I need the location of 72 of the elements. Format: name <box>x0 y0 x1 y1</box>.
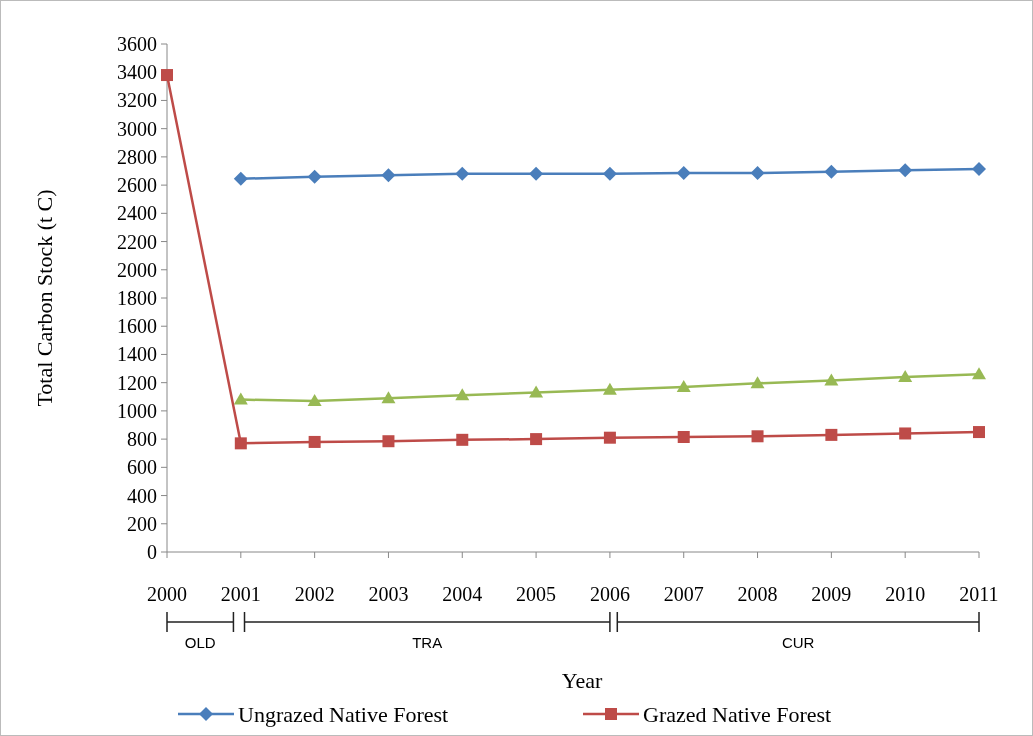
y-tick-label: 2600 <box>117 174 157 197</box>
text: OLD <box>184 634 216 651</box>
y-tick-label: 1200 <box>117 371 157 394</box>
y-tick-label: 3200 <box>117 89 157 112</box>
point <box>603 431 616 444</box>
y-tick-label: 2200 <box>117 230 157 253</box>
x-tick-label: 2002 <box>294 583 335 605</box>
point <box>381 391 396 404</box>
y-tick-label: 1000 <box>117 399 157 422</box>
point <box>308 435 321 448</box>
point <box>899 427 912 440</box>
point <box>750 166 765 181</box>
point <box>972 367 986 380</box>
x-tick-label: 2010 <box>885 583 926 605</box>
point <box>677 430 690 443</box>
point <box>750 376 765 389</box>
point <box>307 169 322 184</box>
point <box>234 437 247 450</box>
point <box>529 385 544 398</box>
point <box>676 166 691 181</box>
x-tick-label: 2003 <box>368 583 409 605</box>
y-tick-label: 1400 <box>117 343 157 366</box>
point <box>382 435 395 448</box>
legend-label: Ungrazed Native Forest <box>238 701 449 727</box>
y-tick-label: 3400 <box>117 61 157 84</box>
y-tick-label: 2800 <box>117 145 157 168</box>
x-tick-label: 2008 <box>737 583 778 605</box>
x-tick-label: 2011 <box>959 583 999 605</box>
point <box>751 430 764 443</box>
y-axis-title: Total Carbon Stock (t C) <box>32 189 57 407</box>
y-tick-label: 600 <box>127 456 157 479</box>
point <box>824 164 839 179</box>
x-tick-label: 2006 <box>589 583 630 605</box>
text: CUR <box>781 634 815 651</box>
point <box>529 166 544 181</box>
y-tick-label: 400 <box>127 484 157 507</box>
point <box>972 161 986 176</box>
x-tick-label: 2004 <box>442 583 483 605</box>
y-tick-label: 3000 <box>117 117 157 140</box>
point <box>455 166 470 181</box>
y-tick-label: 0 <box>147 541 157 563</box>
point <box>456 433 469 446</box>
y-tick-label: 2400 <box>117 202 157 225</box>
x-tick-label: 2007 <box>663 583 704 605</box>
point <box>530 433 543 446</box>
x-axis-title: Year <box>561 668 603 693</box>
y-tick-label: 2000 <box>117 258 157 281</box>
x-tick-label: 2009 <box>811 583 852 605</box>
y-tick-label: 3600 <box>117 33 157 55</box>
x-tick-label: 2005 <box>516 583 557 605</box>
y-tick-label: 1800 <box>117 287 157 309</box>
point <box>602 166 617 181</box>
point <box>233 392 248 405</box>
y-tick-label: 1600 <box>117 315 157 338</box>
point <box>455 388 470 401</box>
x-tick-label: 2001 <box>220 583 261 605</box>
point <box>898 370 913 383</box>
legend-label: Grazed Native Forest <box>643 701 832 727</box>
text: TRA <box>412 634 443 651</box>
point <box>161 69 173 82</box>
point <box>898 163 913 178</box>
point <box>825 428 838 441</box>
point <box>602 382 617 395</box>
point <box>676 379 691 392</box>
point <box>233 171 248 186</box>
point <box>824 373 839 386</box>
x-tick-label: 2000 <box>147 583 187 605</box>
point <box>973 426 985 439</box>
point <box>381 168 396 183</box>
y-tick-label: 200 <box>127 512 157 535</box>
point <box>307 394 322 407</box>
y-tick-label: 800 <box>127 428 157 451</box>
